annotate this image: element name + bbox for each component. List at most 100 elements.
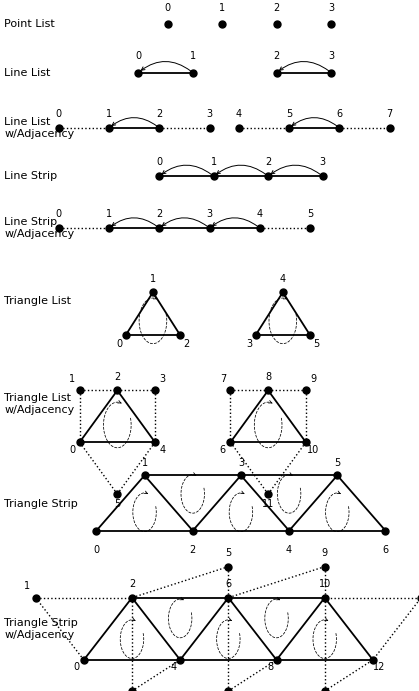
Point xyxy=(286,525,292,536)
Text: 0: 0 xyxy=(135,52,141,61)
Point xyxy=(219,19,225,30)
Text: 3: 3 xyxy=(207,209,212,219)
Point xyxy=(328,67,334,78)
Text: 1: 1 xyxy=(219,3,225,13)
Point xyxy=(76,385,83,396)
Text: 0: 0 xyxy=(116,339,122,349)
Point xyxy=(273,67,280,78)
Text: 2: 2 xyxy=(274,3,279,13)
Point xyxy=(135,67,142,78)
Text: 4: 4 xyxy=(171,663,177,672)
Text: 5: 5 xyxy=(286,109,292,119)
Point xyxy=(225,592,232,603)
Text: 9: 9 xyxy=(310,374,316,384)
Text: 2: 2 xyxy=(274,52,279,61)
Point xyxy=(336,122,343,133)
Point xyxy=(279,287,286,298)
Text: 1: 1 xyxy=(106,209,112,219)
Point xyxy=(156,122,163,133)
Point xyxy=(156,223,163,234)
Point xyxy=(235,122,242,133)
Text: Triangle Strip
w/Adjacency: Triangle Strip w/Adjacency xyxy=(4,618,78,640)
Point xyxy=(152,437,158,448)
Text: 2: 2 xyxy=(156,209,162,219)
Point xyxy=(177,654,184,665)
Text: 0: 0 xyxy=(56,209,62,219)
Text: 1: 1 xyxy=(150,274,156,284)
Point xyxy=(382,525,389,536)
Point xyxy=(273,654,280,665)
Text: 0: 0 xyxy=(73,663,79,672)
Point xyxy=(265,385,272,396)
Text: 7: 7 xyxy=(220,374,226,384)
Text: 5: 5 xyxy=(307,209,313,219)
Text: 10: 10 xyxy=(318,580,331,589)
Text: 6: 6 xyxy=(225,580,231,589)
Text: 5: 5 xyxy=(313,339,319,349)
Text: 1: 1 xyxy=(211,158,217,167)
Text: 11: 11 xyxy=(262,500,274,509)
Point xyxy=(189,67,196,78)
Text: 1: 1 xyxy=(69,374,75,384)
Point xyxy=(307,330,313,341)
Point xyxy=(252,330,259,341)
Text: 6: 6 xyxy=(383,545,388,554)
Text: Triangle List: Triangle List xyxy=(4,296,71,305)
Text: 3: 3 xyxy=(238,459,244,468)
Text: 1: 1 xyxy=(24,581,30,591)
Text: 5: 5 xyxy=(114,500,120,509)
Text: 2: 2 xyxy=(190,545,196,554)
Text: 2: 2 xyxy=(265,158,271,167)
Point xyxy=(177,330,184,341)
Text: 3: 3 xyxy=(246,339,252,349)
Point xyxy=(210,171,217,182)
Point xyxy=(227,385,234,396)
Text: Line List
w/Adjacency: Line List w/Adjacency xyxy=(4,117,75,139)
Text: 6: 6 xyxy=(336,109,342,119)
Point xyxy=(106,122,112,133)
Point xyxy=(189,525,196,536)
Text: 1: 1 xyxy=(106,109,112,119)
Text: 2: 2 xyxy=(114,372,120,382)
Text: 0: 0 xyxy=(93,545,99,554)
Point xyxy=(225,561,232,572)
Point xyxy=(55,223,62,234)
Text: Point List: Point List xyxy=(4,19,55,29)
Text: 3: 3 xyxy=(207,109,212,119)
Text: 0: 0 xyxy=(165,3,171,13)
Text: 4: 4 xyxy=(280,274,286,284)
Text: 10: 10 xyxy=(307,445,320,455)
Point xyxy=(76,437,83,448)
Point xyxy=(238,470,244,481)
Point xyxy=(321,592,328,603)
Text: Triangle Strip: Triangle Strip xyxy=(4,500,78,509)
Point xyxy=(55,122,62,133)
Point xyxy=(114,385,121,396)
Text: 6: 6 xyxy=(220,445,226,455)
Point xyxy=(307,223,313,234)
Point xyxy=(164,19,171,30)
Point xyxy=(152,385,158,396)
Text: Line Strip: Line Strip xyxy=(4,171,57,181)
Point xyxy=(328,19,334,30)
Point xyxy=(129,592,135,603)
Point xyxy=(265,489,272,500)
Point xyxy=(114,489,121,500)
Text: 1: 1 xyxy=(142,459,147,468)
Point xyxy=(32,592,39,603)
Point xyxy=(303,437,309,448)
Point xyxy=(141,470,148,481)
Text: 2: 2 xyxy=(184,339,189,349)
Point xyxy=(80,654,87,665)
Text: 5: 5 xyxy=(334,459,340,468)
Text: 8: 8 xyxy=(265,372,271,382)
Point xyxy=(256,223,263,234)
Text: 0: 0 xyxy=(56,109,62,119)
Text: 7: 7 xyxy=(387,109,393,119)
Text: 4: 4 xyxy=(257,209,263,219)
Text: 3: 3 xyxy=(320,158,326,167)
Point xyxy=(286,122,292,133)
Text: 1: 1 xyxy=(190,52,196,61)
Text: 3: 3 xyxy=(328,52,334,61)
Point xyxy=(386,122,393,133)
